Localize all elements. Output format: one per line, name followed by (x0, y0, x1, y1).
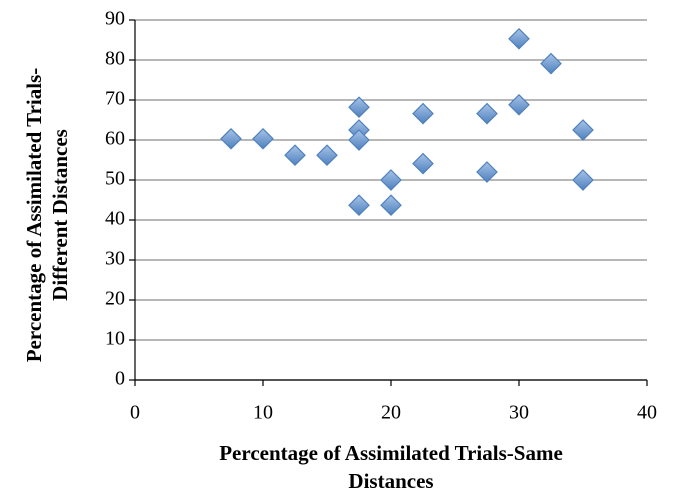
y-axis-label: Percentage of Assimilated Trials- (22, 68, 46, 363)
point (380, 194, 402, 217)
point (540, 52, 562, 75)
y-axis-label: Different Distances (48, 129, 72, 301)
point (508, 27, 530, 50)
x-tick-label: 40 (637, 402, 657, 424)
y-tick-label: 60 (105, 128, 125, 150)
y-tick-label: 50 (105, 168, 125, 190)
point (412, 152, 434, 175)
y-tick-label: 20 (105, 288, 125, 310)
x-tick-label: 0 (130, 402, 140, 424)
point (476, 102, 498, 125)
point (508, 93, 530, 116)
point (316, 144, 338, 167)
x-axis-label: Percentage of Assimilated Trials-Same (219, 441, 563, 465)
y-tick-label: 40 (105, 208, 125, 230)
y-tick-label: 80 (105, 48, 125, 70)
x-tick-label: 30 (509, 402, 529, 424)
point (220, 127, 242, 150)
point (252, 127, 274, 150)
x-tick-label: 20 (381, 402, 401, 424)
point (380, 169, 402, 191)
y-tick-label: 0 (115, 368, 125, 390)
point (348, 129, 370, 151)
point (572, 119, 594, 141)
y-tick-label: 90 (105, 8, 125, 30)
y-tick-label: 30 (105, 248, 125, 270)
y-tick-label: 10 (105, 328, 125, 350)
point (348, 194, 370, 217)
point (572, 169, 594, 191)
x-axis-label: Distances (348, 469, 433, 493)
point (348, 96, 370, 119)
x-tick-label: 10 (253, 402, 273, 424)
point (284, 144, 306, 167)
y-tick-label: 70 (105, 88, 125, 110)
point (476, 161, 498, 183)
point (412, 102, 434, 125)
